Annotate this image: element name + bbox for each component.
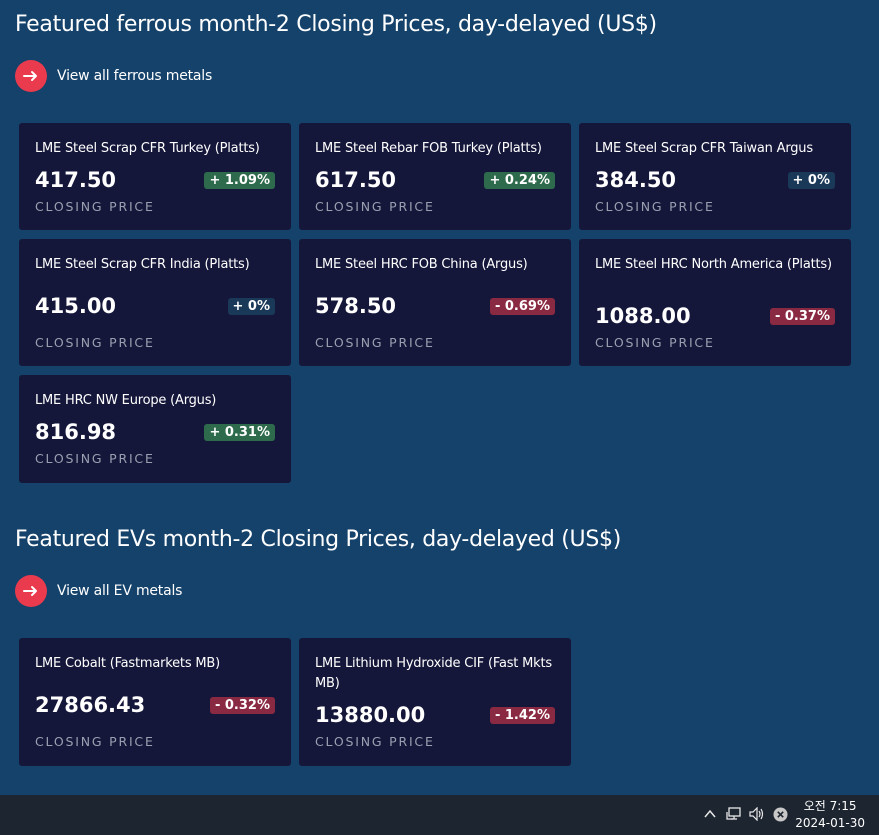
closing-price-value: 27866.43 <box>35 693 146 717</box>
price-card[interactable]: LME Steel HRC North America (Platts) 108… <box>579 239 851 366</box>
price-card[interactable]: LME Lithium Hydroxide CIF (Fast Mkts MB)… <box>299 638 571 766</box>
price-card[interactable]: LME Steel Scrap CFR India (Platts) 415.0… <box>19 239 291 366</box>
card-title: LME Steel Rebar FOB Turkey (Platts) <box>315 141 542 156</box>
price-card[interactable]: LME Steel Scrap CFR Turkey (Platts) 417.… <box>19 123 291 230</box>
clock-date: 2024-01-30 <box>795 816 865 830</box>
speaker-icon[interactable] <box>749 806 765 824</box>
view-all-ev-label: View all EV metals <box>57 583 183 599</box>
card-title: LME Steel Scrap CFR Turkey (Platts) <box>35 141 260 156</box>
change-badge: + 0.31% <box>204 424 275 441</box>
closing-price-value: 578.50 <box>315 294 397 318</box>
chevron-up-icon[interactable] <box>703 807 717 824</box>
change-badge: + 0.24% <box>484 172 555 189</box>
closing-price-label: CLOSING PRICE <box>35 199 155 214</box>
closing-price-value: 384.50 <box>595 168 677 192</box>
card-title: LME Lithium Hydroxide CIF (Fast Mkts MB) <box>315 656 552 691</box>
change-badge: - 0.69% <box>489 298 555 315</box>
card-title: LME Steel HRC North America (Platts) <box>595 257 832 272</box>
clock-time: 오전 7:15 <box>803 799 857 813</box>
closing-price-value: 816.98 <box>35 420 117 444</box>
arrow-right-icon <box>15 60 47 92</box>
change-badge: - 0.37% <box>769 308 835 325</box>
change-badge: + 0% <box>787 172 835 189</box>
closing-price-value: 13880.00 <box>315 703 426 727</box>
view-all-ferrous-link[interactable]: View all ferrous metals <box>15 60 212 92</box>
card-title: LME Steel HRC FOB China (Argus) <box>315 257 528 272</box>
price-card[interactable]: LME Steel Scrap CFR Taiwan Argus 384.50 … <box>579 123 851 230</box>
arrow-right-icon <box>15 575 47 607</box>
closing-price-value: 417.50 <box>35 168 117 192</box>
price-card[interactable]: LME Steel Rebar FOB Turkey (Platts) 617.… <box>299 123 571 230</box>
view-all-ev-link[interactable]: View all EV metals <box>15 575 182 607</box>
closing-price-label: CLOSING PRICE <box>595 199 715 214</box>
closing-price-value: 617.50 <box>315 168 397 192</box>
price-card[interactable]: LME HRC NW Europe (Argus) 816.98 + 0.31%… <box>19 375 291 483</box>
view-all-ferrous-label: View all ferrous metals <box>57 68 213 84</box>
closing-price-label: CLOSING PRICE <box>35 451 155 466</box>
system-clock[interactable]: 오전 7:15 2024-01-30 <box>795 798 865 832</box>
taskbar: 오전 7:15 2024-01-30 <box>0 795 879 835</box>
closing-price-value: 415.00 <box>35 294 117 318</box>
price-card[interactable]: LME Cobalt (Fastmarkets MB) 27866.43 - 0… <box>19 638 291 766</box>
price-card[interactable]: LME Steel HRC FOB China (Argus) 578.50 -… <box>299 239 571 366</box>
card-title: LME Steel Scrap CFR Taiwan Argus <box>595 141 813 156</box>
change-badge: + 1.09% <box>204 172 275 189</box>
change-badge: - 1.42% <box>489 707 555 724</box>
ev-section-title: Featured EVs month-2 Closing Prices, day… <box>15 527 622 552</box>
closing-price-label: CLOSING PRICE <box>315 734 435 749</box>
ferrous-section-title: Featured ferrous month-2 Closing Prices,… <box>15 12 657 37</box>
network-icon[interactable] <box>726 807 742 824</box>
closing-price-label: CLOSING PRICE <box>315 199 435 214</box>
card-title: LME Cobalt (Fastmarkets MB) <box>35 656 220 671</box>
change-badge: + 0% <box>227 298 275 315</box>
closing-price-label: CLOSING PRICE <box>35 734 155 749</box>
closing-price-label: CLOSING PRICE <box>315 335 435 350</box>
change-badge: - 0.32% <box>209 697 275 714</box>
closing-price-label: CLOSING PRICE <box>595 335 715 350</box>
close-circle-icon[interactable] <box>773 807 788 825</box>
closing-price-value: 1088.00 <box>595 304 691 328</box>
card-title: LME Steel Scrap CFR India (Platts) <box>35 257 250 272</box>
closing-price-label: CLOSING PRICE <box>35 335 155 350</box>
card-title: LME HRC NW Europe (Argus) <box>35 393 217 408</box>
